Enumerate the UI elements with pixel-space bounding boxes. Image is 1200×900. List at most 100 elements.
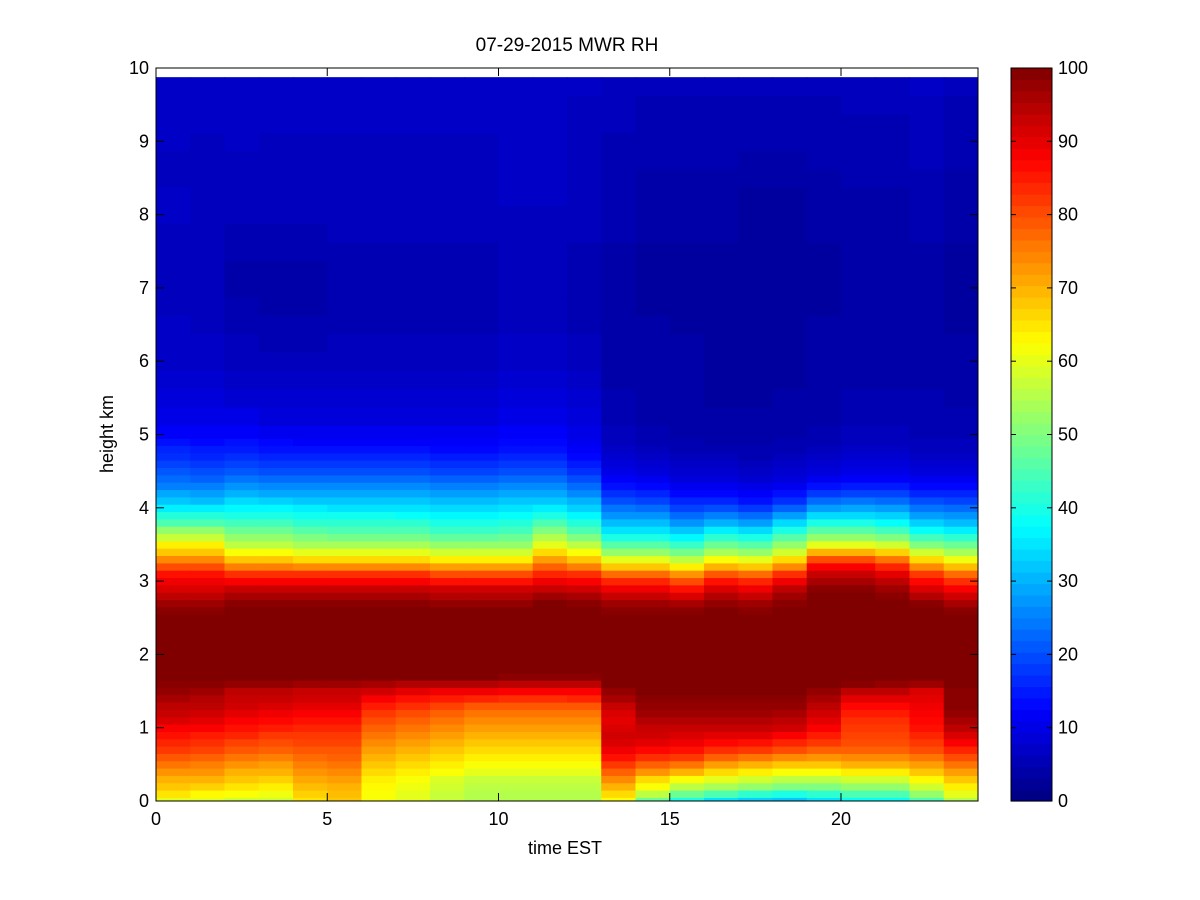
heatmap-cell <box>190 753 226 762</box>
heatmap-cell <box>601 518 637 527</box>
heatmap-cell <box>498 482 534 491</box>
heatmap-cell <box>806 445 842 454</box>
colorbar-segment <box>1011 537 1052 550</box>
heatmap-cell <box>293 168 328 188</box>
heatmap-cell <box>806 606 842 615</box>
heatmap-cell <box>635 333 671 353</box>
heatmap-cell <box>224 694 260 703</box>
heatmap-cell <box>601 790 637 798</box>
chart-title: 07-29-2015 MWR RH <box>476 35 659 56</box>
heatmap-cell <box>909 388 945 408</box>
heatmap-cell <box>669 482 705 491</box>
heatmap-cell <box>841 570 876 579</box>
heatmap-cell <box>395 636 431 645</box>
heatmap-cell <box>635 760 671 769</box>
heatmap-cell <box>669 716 705 725</box>
heatmap-cell <box>430 599 465 608</box>
heatmap-cell <box>395 738 431 747</box>
heatmap-cell <box>532 548 568 557</box>
heatmap-cell <box>464 628 500 637</box>
heatmap-cell <box>293 570 328 579</box>
heatmap-cell <box>772 570 808 579</box>
heatmap-cell <box>190 636 226 645</box>
heatmap-cell <box>669 694 705 703</box>
heatmap-cell <box>772 407 808 426</box>
heatmap-cell <box>635 504 671 513</box>
heatmap-cell <box>498 628 534 637</box>
heatmap-cell <box>258 445 294 454</box>
heatmap-cell <box>190 724 226 732</box>
colorbar-segment <box>1011 709 1052 722</box>
heatmap-cell <box>190 672 226 681</box>
heatmap-cell <box>738 113 774 133</box>
heatmap-cell <box>841 333 876 353</box>
heatmap-cell <box>601 205 637 225</box>
heatmap-cell <box>498 797 534 801</box>
heatmap-cell <box>361 352 397 371</box>
heatmap-cell <box>772 731 808 740</box>
heatmap-cell <box>156 643 191 652</box>
heatmap-cell <box>498 753 534 762</box>
heatmap-cell <box>430 709 465 718</box>
heatmap-cell <box>395 731 431 740</box>
heatmap-cell <box>738 665 774 674</box>
heatmap-cell <box>738 643 774 652</box>
heatmap-cell <box>293 388 328 408</box>
heatmap-cell <box>293 709 328 718</box>
heatmap-cell <box>806 621 842 630</box>
heatmap-cell <box>395 526 431 535</box>
heatmap-cell <box>943 562 978 571</box>
heatmap-cell <box>532 482 568 491</box>
heatmap-cell <box>464 760 500 769</box>
colorbar-segment <box>1011 388 1052 401</box>
heatmap-cell <box>464 709 500 718</box>
heatmap-cell <box>293 260 328 280</box>
heatmap-cell <box>464 95 500 115</box>
heatmap-cell <box>567 223 602 243</box>
colorbar-segment <box>1011 766 1052 779</box>
heatmap-cell <box>772 680 808 688</box>
heatmap-cell <box>532 716 568 725</box>
heatmap-cell <box>156 95 191 115</box>
heatmap-cell <box>567 482 602 491</box>
heatmap-cell <box>567 592 602 601</box>
heatmap-cell <box>909 113 945 133</box>
heatmap-cell <box>327 260 363 280</box>
heatmap-cell <box>635 113 671 133</box>
heatmap-cell <box>258 260 294 280</box>
heatmap-cell <box>464 665 500 674</box>
heatmap-cell <box>635 680 671 688</box>
heatmap-cell <box>156 242 191 262</box>
heatmap-cell <box>224 333 260 353</box>
heatmap-cell <box>738 242 774 262</box>
heatmap-cell <box>190 467 226 476</box>
heatmap-cell <box>464 168 500 188</box>
heatmap-cell <box>190 132 226 152</box>
heatmap-cell <box>806 425 842 439</box>
heatmap-cell <box>464 768 500 776</box>
heatmap-cell <box>875 370 911 390</box>
heatmap-cell <box>464 205 500 225</box>
heatmap-cell <box>738 333 774 353</box>
heatmap-cell <box>498 113 534 133</box>
heatmap-cell <box>498 187 534 207</box>
heatmap-cell <box>156 775 191 784</box>
heatmap-cell <box>395 643 431 652</box>
heatmap-cell <box>327 370 363 390</box>
heatmap-cell <box>875 496 911 505</box>
heatmap-cell <box>361 775 397 784</box>
heatmap-cell <box>704 746 739 754</box>
heatmap-cell <box>258 702 294 710</box>
heatmap-cell <box>704 562 739 571</box>
heatmap-cell <box>258 584 294 593</box>
heatmap-cell <box>567 731 602 740</box>
heatmap-cell <box>772 132 808 152</box>
heatmap-cell <box>943 540 978 549</box>
heatmap-cell <box>738 672 774 681</box>
heatmap-cell <box>498 738 534 747</box>
heatmap-cell <box>841 709 876 718</box>
heatmap-cell <box>669 205 705 225</box>
heatmap-cell <box>293 205 328 225</box>
y-tick-label: 2 <box>139 644 149 664</box>
